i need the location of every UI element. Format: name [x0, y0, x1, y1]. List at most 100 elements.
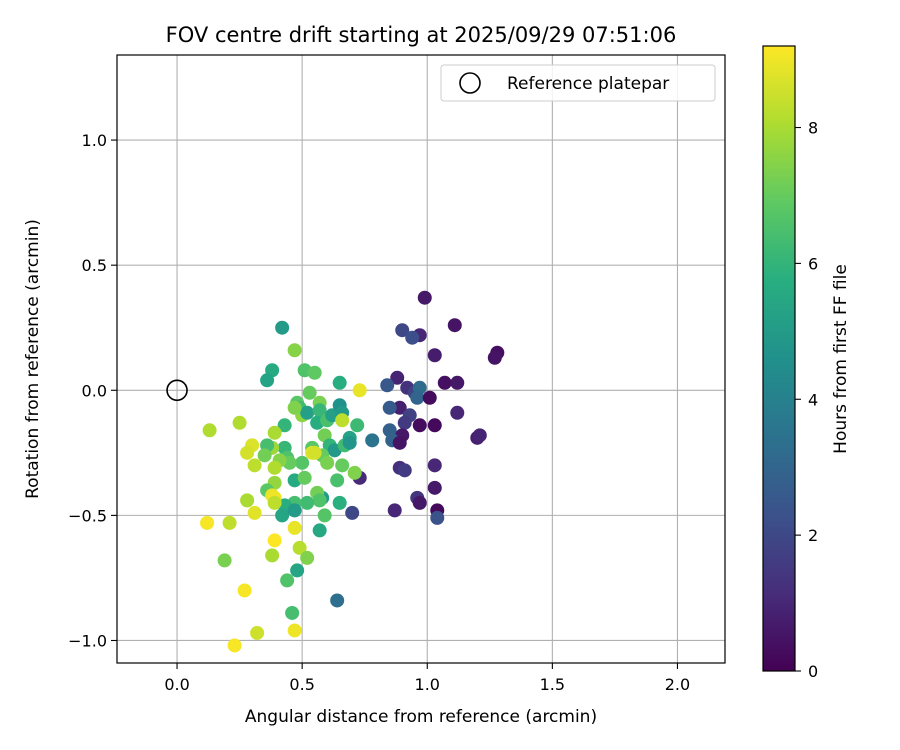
data-point [217, 553, 232, 568]
data-point [487, 350, 502, 365]
data-point [335, 413, 350, 428]
y-tick-label: −0.5 [68, 506, 107, 525]
data-point [335, 458, 350, 473]
data-point [387, 503, 402, 518]
data-point [365, 433, 380, 448]
colorbar-gradient [763, 46, 795, 671]
data-point [302, 385, 317, 400]
data-point [295, 455, 310, 470]
data-point [427, 348, 442, 363]
legend-box [440, 64, 716, 102]
y-axis-label: Rotation from reference (arcmin) [23, 219, 43, 499]
data-point [247, 458, 262, 473]
data-point [250, 625, 265, 640]
data-point [397, 415, 412, 430]
data-point [447, 318, 462, 333]
data-point [237, 583, 252, 598]
colorbar: 0 2 4 6 8 Hours from first FF file [762, 45, 851, 681]
data-point [287, 400, 302, 415]
data-point [350, 418, 365, 433]
colorbar-tick-label: 4 [808, 390, 818, 409]
colorbar-label: Hours from first FF file [831, 264, 851, 454]
data-point [450, 375, 465, 390]
y-axis-ticks: −1.0 −0.5 0.0 0.5 1.0 [68, 131, 117, 650]
data-point [347, 465, 362, 480]
data-points [200, 290, 505, 653]
data-point [390, 370, 405, 385]
data-point [265, 548, 280, 563]
x-tick-label: 1.0 [415, 675, 440, 694]
x-tick-label: 1.5 [540, 675, 565, 694]
data-point [312, 493, 327, 508]
data-point [320, 455, 335, 470]
x-tick-label: 2.0 [665, 675, 690, 694]
data-point [287, 503, 302, 518]
data-point [287, 520, 302, 535]
y-tick-label: 0.0 [82, 381, 107, 400]
reference-platepar-marker [166, 379, 188, 402]
data-point [307, 365, 322, 380]
data-point [285, 605, 300, 620]
chart-title: FOV centre drift starting at 2025/09/29 … [166, 23, 677, 47]
data-point [280, 573, 295, 588]
data-point [417, 290, 432, 305]
x-tick-label: 0.5 [289, 675, 314, 694]
legend: Reference platepar [440, 64, 716, 102]
data-point [300, 495, 315, 510]
data-point [267, 460, 282, 475]
data-point [312, 403, 327, 418]
data-point [267, 533, 282, 548]
data-point [292, 540, 307, 555]
data-point [317, 508, 332, 523]
data-point [382, 400, 397, 415]
plot-frame [116, 54, 726, 664]
x-axis-label: Angular distance from reference (arcmin) [245, 707, 597, 727]
data-point [380, 378, 395, 393]
data-point [202, 423, 217, 438]
data-point [260, 373, 275, 388]
data-point [330, 593, 345, 608]
data-point [410, 390, 425, 405]
data-point [222, 515, 237, 530]
x-tick-label: 0.0 [164, 675, 189, 694]
legend-label: Reference platepar [507, 74, 669, 94]
data-point [200, 515, 215, 530]
data-point [332, 495, 347, 510]
data-point [312, 523, 327, 538]
data-point [300, 405, 315, 420]
data-point [395, 323, 410, 338]
data-point [267, 495, 282, 510]
data-point [405, 330, 420, 345]
data-point [240, 445, 255, 460]
data-point [412, 418, 427, 433]
data-point [267, 425, 282, 440]
legend-marker [459, 72, 481, 94]
colorbar-tick-label: 8 [808, 119, 818, 138]
data-point [275, 508, 290, 523]
data-point [427, 458, 442, 473]
x-axis-ticks: 0.0 0.5 1.0 1.5 2.0 [164, 663, 690, 694]
y-tick-label: 1.0 [82, 131, 107, 150]
data-point [392, 400, 407, 415]
colorbar-tick-label: 0 [808, 662, 818, 681]
grid [117, 55, 725, 663]
data-point [290, 563, 305, 578]
data-point [392, 435, 407, 450]
data-point [232, 415, 247, 430]
data-point [277, 418, 292, 433]
data-point [257, 448, 272, 463]
data-point [437, 375, 452, 390]
data-point [450, 405, 465, 420]
data-point [472, 428, 487, 443]
data-point [307, 445, 322, 460]
data-point [275, 320, 290, 335]
data-point [345, 505, 360, 520]
y-tick-label: 0.5 [82, 256, 107, 275]
data-point [227, 638, 242, 653]
data-point [330, 473, 345, 488]
data-point [397, 463, 412, 478]
data-point [287, 623, 302, 638]
data-point [427, 418, 442, 433]
data-point [332, 375, 347, 390]
data-point [297, 470, 312, 485]
